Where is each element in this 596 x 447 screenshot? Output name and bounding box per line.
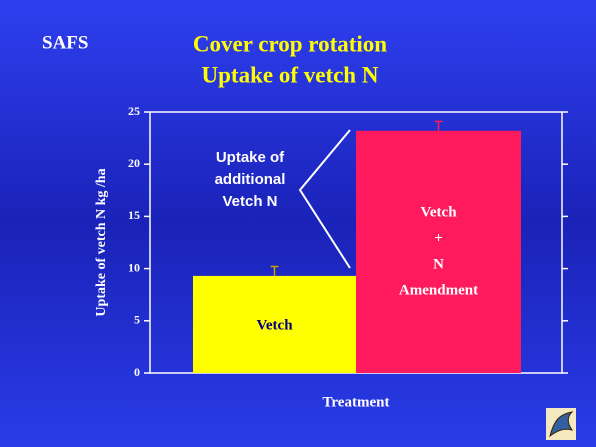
y-axis-label: Uptake of vetch N kg /ha (94, 168, 109, 316)
y-tick-label: 15 (128, 208, 140, 222)
y-tick-label: 25 (128, 104, 140, 118)
bar-label: Amendment (399, 282, 478, 298)
bar-label: + (434, 230, 443, 246)
y-tick-label: 20 (128, 156, 140, 170)
bar-label: Vetch (420, 204, 457, 220)
bar-label: Vetch (256, 317, 293, 333)
bar-label: N (433, 256, 444, 272)
logo-shape (549, 411, 574, 438)
y-tick-label: 10 (128, 260, 140, 274)
chart: 0 5 10 15 20 25 Uptake of vetch N kg /ha Treatm… (94, 104, 568, 410)
annotation: additional (215, 171, 286, 188)
title: Cover crop rotation (193, 31, 387, 56)
bar (356, 130, 521, 373)
y-tick-label: 0 (134, 365, 140, 379)
org: SAFS (42, 32, 88, 53)
annotation: Vetch N (222, 193, 277, 210)
y-tick-label: 5 (134, 313, 140, 327)
title: Uptake of vetch N (202, 62, 379, 87)
annotation: Uptake of (216, 149, 285, 166)
x-axis-label: Treatment (323, 394, 390, 410)
annotation-bracket (298, 129, 351, 269)
logo (546, 408, 576, 440)
bar (193, 275, 356, 373)
